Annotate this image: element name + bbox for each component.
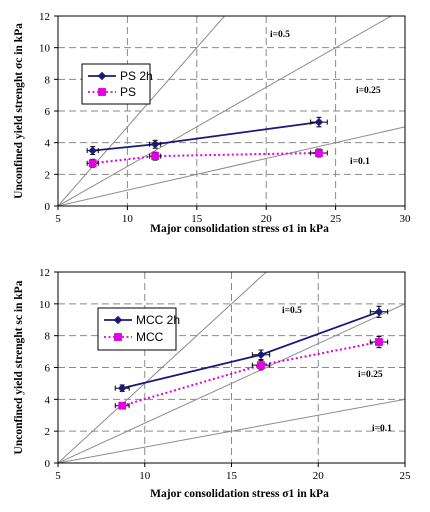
x-tick-label: 20 bbox=[313, 470, 325, 482]
x-tick-label: 10 bbox=[139, 470, 151, 482]
reference-line-label: i=0.5 bbox=[270, 30, 290, 40]
y-tick-label: 6 bbox=[45, 106, 51, 118]
legend: PS 2h PS bbox=[81, 63, 153, 105]
y-tick-label: 12 bbox=[39, 267, 50, 279]
x-tick-label: 25 bbox=[400, 470, 412, 482]
data-point bbox=[151, 152, 160, 161]
series-line bbox=[92, 151, 319, 165]
legend-label: MCC bbox=[136, 330, 164, 344]
x-tick-label: 15 bbox=[226, 470, 238, 482]
reference-line-label: i=0.5 bbox=[282, 306, 302, 316]
legend-label: PS 2h bbox=[120, 69, 153, 83]
data-point bbox=[314, 117, 324, 127]
chart-2: 5 10 15 20 25 0 2 4 6 8 10 12 Major consolidation st… bbox=[13, 267, 412, 500]
x-tick-label: 15 bbox=[191, 213, 203, 225]
data-point bbox=[88, 146, 97, 155]
y-tick-label: 0 bbox=[45, 458, 51, 470]
data-point bbox=[150, 140, 160, 149]
y-axis-label: Unconfined yield strenght σc in kPa bbox=[13, 23, 25, 199]
y-axis-label: Unconfined yield strenght sc in kPa bbox=[13, 280, 25, 454]
x-axis-label: Major consolidation stress σ1 in kPa bbox=[150, 223, 329, 235]
legend-marker bbox=[114, 333, 122, 341]
reference-line bbox=[58, 303, 405, 463]
y-tick-label: 8 bbox=[45, 331, 51, 343]
x-tick-label: 10 bbox=[122, 213, 134, 225]
y-tick-label: 4 bbox=[45, 394, 51, 406]
reference-line bbox=[58, 16, 226, 206]
y-tick-label: 10 bbox=[39, 43, 51, 55]
reference-line-label: i=0.1 bbox=[372, 424, 392, 434]
series-mcc bbox=[114, 335, 389, 410]
series-mcc-2h bbox=[114, 305, 389, 393]
chart-1: 5 10 15 20 25 30 0 2 4 6 8 10 12 Major consolidation … bbox=[13, 11, 412, 235]
legend-marker bbox=[113, 315, 123, 325]
y-tick-label: 4 bbox=[45, 138, 51, 150]
legend-marker bbox=[97, 71, 107, 81]
data-point bbox=[256, 350, 266, 359]
reference-lines bbox=[58, 16, 405, 206]
reference-line bbox=[58, 126, 405, 206]
plot-area bbox=[58, 16, 405, 206]
x-tick-label: 30 bbox=[400, 213, 412, 225]
legend-label: MCC 2h bbox=[136, 313, 180, 327]
legend-label: PS bbox=[120, 85, 136, 99]
data-point bbox=[374, 307, 384, 317]
legend: MCC 2h MCC bbox=[97, 307, 180, 351]
y-tick-label: 10 bbox=[39, 299, 51, 311]
x-axis-label: Major consolidation stress σ1 in kPa bbox=[150, 488, 329, 500]
y-tick-label: 6 bbox=[45, 363, 51, 375]
x-tick-label: 5 bbox=[55, 470, 61, 482]
y-tick-label: 0 bbox=[45, 201, 51, 213]
data-point bbox=[257, 361, 265, 370]
series-ps bbox=[86, 148, 328, 168]
y-tick-label: 2 bbox=[45, 169, 51, 181]
legend-marker bbox=[98, 88, 106, 96]
y-tick-label: 2 bbox=[45, 426, 51, 438]
data-point bbox=[315, 149, 323, 157]
reference-line bbox=[58, 398, 405, 463]
reference-line-label: i=0.25 bbox=[356, 86, 381, 96]
reference-line bbox=[58, 16, 393, 206]
data-point bbox=[118, 401, 127, 410]
data-point bbox=[117, 383, 127, 393]
y-tick-label: 12 bbox=[39, 11, 50, 23]
x-tick-label: 20 bbox=[261, 213, 273, 225]
x-tick-label: 25 bbox=[330, 213, 342, 225]
series-ps-2h bbox=[86, 116, 328, 156]
data-point bbox=[375, 338, 383, 346]
y-tick-label: 8 bbox=[45, 74, 51, 86]
data-point bbox=[88, 159, 97, 168]
legend-box bbox=[97, 307, 177, 351]
legend-box bbox=[81, 63, 151, 105]
reference-line-label: i=0.25 bbox=[358, 370, 383, 380]
reference-line-label: i=0.1 bbox=[350, 157, 370, 167]
x-tick-label: 5 bbox=[55, 213, 61, 225]
